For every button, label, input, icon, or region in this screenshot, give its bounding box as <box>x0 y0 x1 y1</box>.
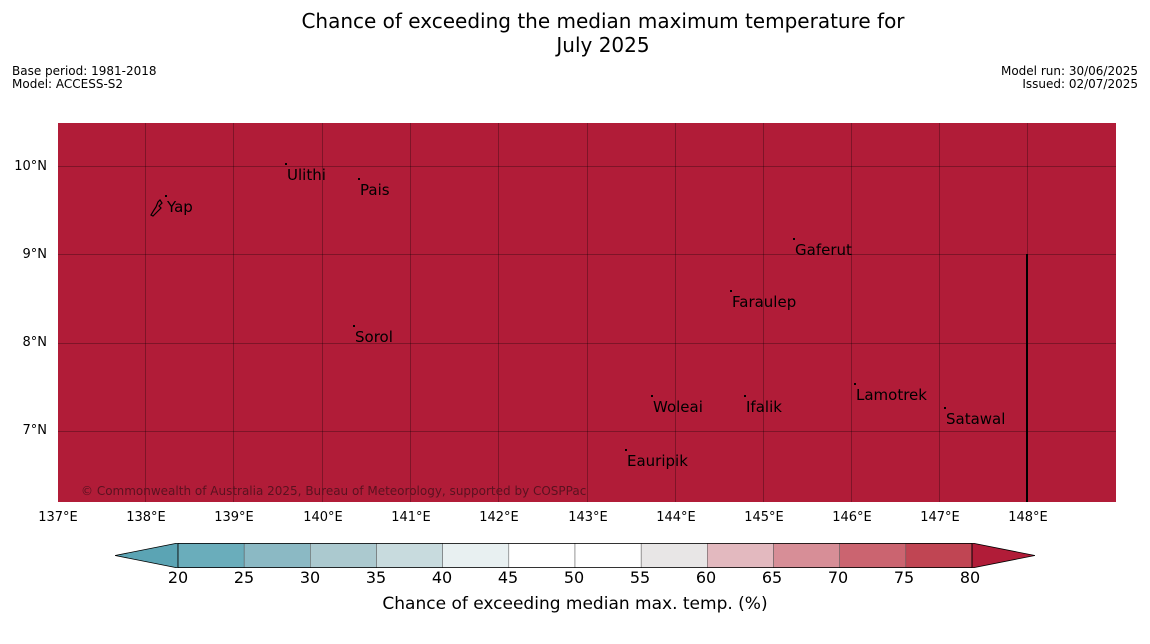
island-label-gaferut: Gaferut <box>793 238 852 259</box>
colorbar <box>115 543 1035 568</box>
island-label-satawal: Satawal <box>943 407 1006 428</box>
model-run: Model run: 30/06/2025 <box>1000 64 1138 78</box>
colorbar-segment <box>442 543 510 568</box>
colorbar-tick-75: 75 <box>893 568 915 587</box>
colorbar-segment <box>640 543 708 568</box>
colorbar-segment <box>905 543 973 568</box>
lon-label-140e: 140°E <box>303 510 343 525</box>
colorbar-tick-20: 20 <box>167 568 189 587</box>
gridline-9n <box>58 254 1116 255</box>
gridline-142e <box>498 123 499 502</box>
gridline-140e <box>322 123 323 502</box>
base-period: Base period: 1981-2018 <box>12 64 157 78</box>
gridline-143e <box>587 123 588 502</box>
colorbar-tick-30: 30 <box>299 568 321 587</box>
colorbar-segment <box>376 543 443 568</box>
lat-label-10n: 10°N <box>14 159 47 174</box>
colorbar-tick-40: 40 <box>431 568 453 587</box>
lon-label-137e: 137°E <box>38 510 78 525</box>
yap-island-shape <box>150 199 163 217</box>
model-name: Model: ACCESS-S2 <box>12 77 124 91</box>
gridline-147e <box>939 123 940 502</box>
island-label-woleai: Woleai <box>651 395 703 416</box>
colorbar-tick-65: 65 <box>761 568 783 587</box>
colorbar-segment <box>574 543 642 568</box>
colorbar-segment <box>243 543 311 568</box>
gridline-139e <box>233 123 234 502</box>
gridline-7n <box>58 431 1116 432</box>
island-label-ifalik: Ifalik <box>744 395 782 416</box>
colorbar-extend-low <box>115 543 179 568</box>
lon-label-142e: 142°E <box>479 510 519 525</box>
lon-label-145e: 145°E <box>744 510 784 525</box>
boundary-line <box>1026 254 1028 502</box>
colorbar-extend-high <box>971 543 1035 568</box>
colorbar-tick-55: 55 <box>629 568 651 587</box>
island-label-eauripik: Eauripik <box>625 449 688 470</box>
island-label-faraulep: Faraulep <box>729 290 797 311</box>
island-label-lamotrek: Lamotrek <box>854 383 927 404</box>
gridline-144e <box>675 123 676 502</box>
lat-label-8n: 8°N <box>22 335 48 350</box>
lon-label-146e: 146°E <box>832 510 872 525</box>
colorbar-tick-80: 80 <box>959 568 981 587</box>
title-line-2: July 2025 <box>556 33 650 57</box>
island-label-yap: Yap <box>165 195 193 216</box>
colorbar-tick-45: 45 <box>497 568 519 587</box>
colorbar-segment <box>707 543 774 568</box>
colorbar-segment <box>508 543 576 568</box>
colorbar-tick-35: 35 <box>365 568 387 587</box>
lon-label-139e: 139°E <box>214 510 254 525</box>
lon-label-143e: 143°E <box>568 510 608 525</box>
island-label-ulithi: Ulithi <box>285 163 326 184</box>
colorbar-segment <box>310 543 377 568</box>
title-line-1: Chance of exceeding the median maximum t… <box>301 9 905 33</box>
lat-label-7n: 7°N <box>22 423 48 438</box>
meta-right: Model run: 30/06/2025 Issued: 02/07/2025 <box>1001 65 1138 91</box>
island-label-sorol: Sorol <box>353 325 393 346</box>
lat-label-9n: 9°N <box>22 247 48 262</box>
colorbar-segment <box>839 543 907 568</box>
island-label-pais: Pais <box>358 178 390 199</box>
colorbar-tick-50: 50 <box>563 568 585 587</box>
copyright-notice: © Commonwealth of Australia 2025, Bureau… <box>81 484 587 498</box>
colorbar-outline <box>177 543 973 568</box>
colorbar-segment <box>773 543 840 568</box>
issued-date: Issued: 02/07/2025 <box>1022 77 1138 91</box>
colorbar-tick-25: 25 <box>233 568 255 587</box>
colorbar-segment <box>177 543 245 568</box>
lon-label-148e: 148°E <box>1008 510 1048 525</box>
map-area[interactable]: Yap Ulithi Pais Gaferut Faraulep Sorol L… <box>58 123 1116 502</box>
lon-label-144e: 144°E <box>656 510 696 525</box>
gridline-10n <box>58 166 1116 167</box>
chart-title: Chance of exceeding the median maximum t… <box>0 9 1150 57</box>
gridline-146e <box>851 123 852 502</box>
gridline-138e <box>145 123 146 502</box>
gridline-145e <box>763 123 764 502</box>
colorbar-label: Chance of exceeding median max. temp. (%… <box>382 594 768 614</box>
gridline-141e <box>410 123 411 502</box>
colorbar-tick-60: 60 <box>695 568 717 587</box>
lon-label-147e: 147°E <box>920 510 960 525</box>
meta-left: Base period: 1981-2018 Model: ACCESS-S2 <box>12 65 157 91</box>
lon-label-141e: 141°E <box>391 510 431 525</box>
colorbar-tick-70: 70 <box>827 568 849 587</box>
gridline-8n <box>58 343 1116 344</box>
lon-label-138e: 138°E <box>126 510 166 525</box>
